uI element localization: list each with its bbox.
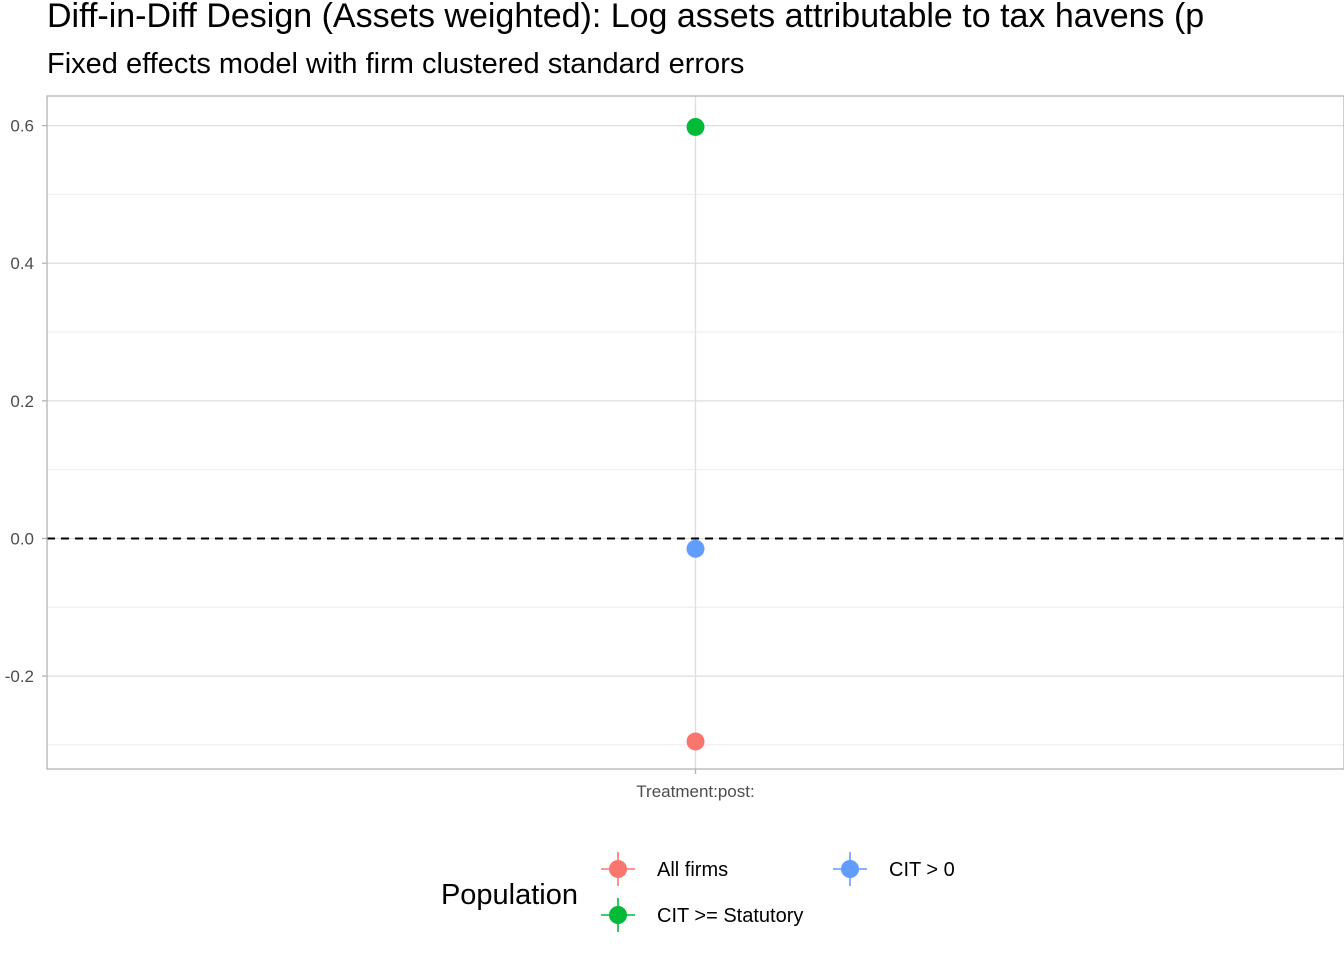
x-axis: Treatment:post: (636, 769, 755, 801)
legend-key (601, 852, 635, 886)
y-axis: -0.2 0.0 0.2 0.4 0.6 (5, 117, 47, 686)
major-gridlines (47, 96, 1344, 769)
data-point (686, 732, 705, 751)
y-tick-label: -0.2 (5, 667, 34, 686)
legend-key (833, 852, 867, 886)
legend-title: Population (441, 879, 578, 911)
y-tick-label: 0.0 (10, 529, 34, 548)
legend-label: CIT > 0 (889, 859, 955, 881)
data-point (686, 539, 705, 558)
y-tick-label: 0.4 (10, 254, 34, 273)
legend-label: CIT >= Statutory (657, 905, 803, 927)
chart-subtitle: Fixed effects model with firm clustered … (47, 48, 745, 80)
chart-title: Diff-in-Diff Design (Assets weighted): L… (47, 0, 1205, 35)
legend-key (601, 898, 635, 932)
x-tick-label: Treatment:post: (636, 782, 754, 801)
y-tick-label: 0.2 (10, 392, 34, 411)
data-points (686, 117, 705, 751)
legend: Population All firms CIT >= Statutory CIT >… (441, 852, 955, 932)
data-point (686, 117, 705, 136)
legend-label: All firms (657, 859, 728, 881)
y-tick-label: 0.6 (10, 117, 34, 136)
